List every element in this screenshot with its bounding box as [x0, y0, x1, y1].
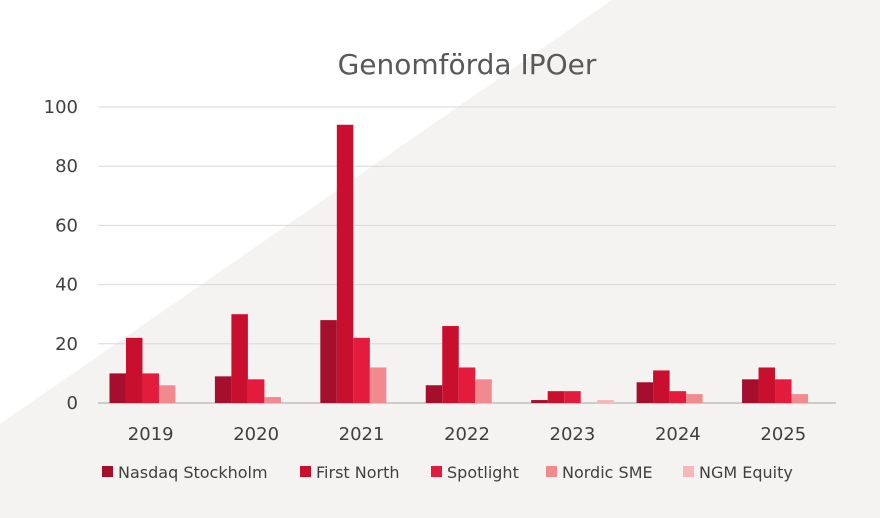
bar	[686, 394, 703, 403]
legend-swatch	[546, 466, 557, 477]
y-tick-label: 100	[44, 97, 78, 118]
gridlines	[98, 106, 836, 404]
y-tick-label: 40	[55, 275, 78, 296]
bar	[547, 391, 565, 403]
bar	[758, 367, 776, 403]
legend-swatch	[683, 466, 694, 477]
x-axis-ticks: 2019 2020 2021 2022 2023 2024 2025	[128, 424, 806, 445]
bar	[158, 385, 176, 403]
legend-swatch	[102, 466, 113, 477]
bar	[425, 385, 443, 403]
legend-label: First North	[316, 463, 400, 482]
bar	[669, 391, 687, 403]
bar	[475, 379, 492, 403]
x-tick-label: 2020	[233, 424, 279, 445]
y-tick-label: 20	[55, 334, 78, 355]
bar	[458, 367, 476, 403]
bar	[214, 376, 232, 403]
bar	[742, 379, 759, 403]
bar	[531, 400, 548, 403]
y-tick-label: 0	[67, 393, 78, 414]
bar	[791, 394, 809, 403]
bar	[442, 326, 459, 403]
legend-label: Nordic SME	[562, 463, 653, 482]
y-tick-label: 80	[55, 156, 78, 177]
legend-swatch	[300, 466, 311, 477]
bar	[264, 397, 281, 403]
x-tick-label: 2019	[128, 424, 174, 445]
bar	[636, 382, 654, 403]
legend-label: Nasdaq Stockholm	[118, 463, 268, 482]
background-diagonal	[0, 0, 612, 424]
bar	[564, 391, 581, 403]
legend: Nasdaq Stockholm First North Spotlight Nord…	[102, 463, 793, 482]
y-tick-label: 60	[55, 215, 78, 236]
y-axis-ticks: 0 20 40 60 80 100	[44, 97, 78, 414]
bar	[369, 367, 387, 403]
bar	[336, 124, 354, 403]
chart-title: Genomförda IPOer	[338, 48, 597, 81]
bar	[142, 373, 159, 403]
legend-label: NGM Equity	[699, 463, 793, 482]
x-tick-label: 2021	[339, 424, 385, 445]
bar	[231, 314, 248, 403]
bar	[775, 379, 792, 403]
x-tick-label: 2022	[444, 424, 490, 445]
x-tick-label: 2023	[550, 424, 596, 445]
bar	[247, 379, 265, 403]
bar	[597, 400, 614, 403]
legend-swatch	[431, 466, 442, 477]
legend-label: Spotlight	[447, 463, 519, 482]
bar	[320, 320, 337, 403]
bar	[653, 370, 670, 403]
bar	[125, 337, 143, 403]
x-tick-label: 2025	[760, 424, 806, 445]
bars	[109, 124, 809, 403]
x-tick-label: 2024	[655, 424, 701, 445]
bar	[353, 337, 370, 403]
bar	[109, 373, 126, 403]
